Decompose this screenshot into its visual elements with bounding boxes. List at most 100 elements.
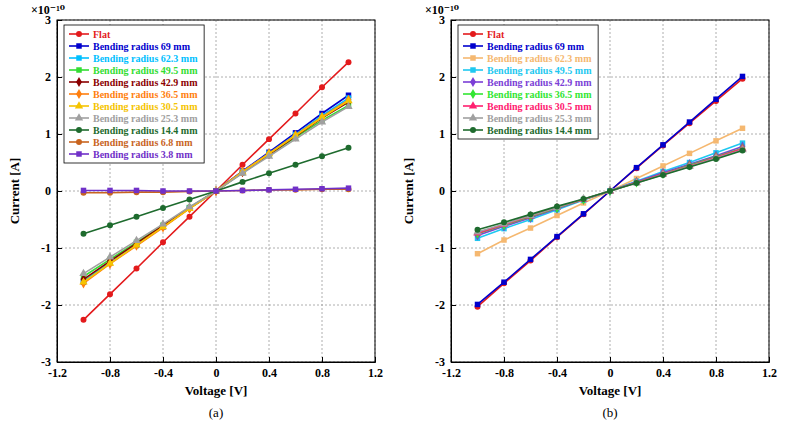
series-line — [478, 150, 743, 232]
data-point — [160, 239, 166, 245]
series-line — [478, 151, 743, 230]
legend-entry: Bending radius 6.8 mm — [69, 137, 193, 148]
legend-symbol — [469, 101, 477, 108]
y-axis: -3-2-10123 — [435, 13, 456, 369]
legend-symbol — [470, 31, 476, 37]
series-line — [478, 147, 743, 236]
data-point — [579, 195, 587, 202]
data-point — [475, 251, 480, 256]
tick-label: 0.8 — [709, 366, 724, 380]
data-point — [213, 188, 219, 194]
legend-entry: Bending radius 42.9 mm — [69, 77, 198, 88]
legend-entry: Bending radius 42.9 mm — [463, 77, 592, 88]
tick-mark — [557, 357, 558, 362]
plot-background — [57, 20, 375, 362]
plot-frame — [451, 20, 769, 362]
data-point — [293, 110, 299, 116]
series — [473, 145, 746, 234]
data-point — [740, 126, 745, 131]
tick-label: 0 — [45, 184, 51, 198]
tick-mark — [451, 191, 456, 192]
tick-mark — [610, 357, 611, 362]
data-point — [526, 211, 534, 218]
data-point — [528, 257, 533, 262]
series — [81, 145, 352, 237]
series — [475, 148, 746, 233]
tick-mark — [322, 357, 323, 362]
data-point — [553, 203, 561, 210]
data-point — [240, 179, 246, 185]
tick-label: 0 — [214, 366, 220, 380]
data — [473, 74, 746, 310]
data-point — [187, 197, 193, 203]
data-point — [346, 185, 351, 190]
data-point — [634, 180, 640, 186]
legend-symbol — [470, 127, 476, 133]
series-line — [84, 100, 349, 284]
legend-entry: Bending radius 36.5 mm — [69, 89, 198, 100]
legend-label: Bending radius 49.5 mm — [93, 65, 198, 76]
series — [475, 76, 746, 310]
tick-mark — [451, 305, 456, 306]
legend-label: Bending radius 25.3 mm — [93, 113, 198, 124]
y-axis-title: Current [A] — [401, 158, 416, 225]
data-point — [319, 153, 325, 159]
legend-entry: Flat — [69, 29, 111, 40]
legend-label: Bending radius 25.3 mm — [487, 113, 592, 124]
legend-symbol — [76, 43, 81, 48]
legend: FlatBending radius 69 mmBending radius 6… — [458, 25, 598, 139]
legend-entry: Bending radius 25.3 mm — [463, 113, 592, 124]
legend-label: Bending radius 36.5 mm — [93, 89, 198, 100]
legend-symbol — [76, 127, 82, 133]
data-point — [344, 102, 352, 109]
grid — [451, 20, 769, 362]
legend-entry: Bending radius 49.5 mm — [463, 65, 592, 76]
tick: -1 — [41, 241, 62, 255]
data-point — [213, 188, 219, 194]
legend-symbol — [76, 67, 81, 72]
legend-label: Bending radius 3.8 mm — [93, 149, 193, 160]
tick-label: -0.4 — [154, 366, 173, 380]
data-point — [318, 117, 326, 124]
tick: 0.8 — [709, 357, 724, 380]
tick-mark — [57, 191, 62, 192]
tick-label: 0 — [439, 184, 445, 198]
x-axis-title: Voltage [V] — [579, 383, 642, 398]
data-point — [687, 164, 693, 170]
data-point — [634, 165, 640, 171]
data-point — [160, 189, 166, 195]
legend-entry: Bending radius 62.3 mm — [69, 53, 198, 64]
legend-entry: Bending radius 36.5 mm — [463, 89, 592, 100]
series — [475, 143, 746, 239]
x-axis: -1.2-0.8-0.400.40.81.2 — [442, 357, 777, 380]
tick-label: 0.4 — [262, 366, 277, 380]
data-point — [240, 187, 246, 193]
legend-label: Bending radius 14.4 mm — [93, 125, 198, 136]
data-point — [213, 188, 219, 194]
data-point — [501, 237, 506, 242]
tick-label: -0.4 — [548, 366, 567, 380]
tick-mark — [451, 248, 456, 249]
data-point — [213, 188, 218, 193]
legend-label: Bending radius 42.9 mm — [93, 77, 198, 88]
legend-entry: Bending radius 3.8 mm — [69, 149, 193, 160]
tick-label: -1 — [435, 241, 445, 255]
series-line — [478, 148, 743, 234]
data-point — [106, 252, 114, 259]
series — [475, 140, 745, 241]
series-line — [84, 107, 349, 274]
legend-entry: Bending radius 49.5 mm — [69, 65, 198, 76]
data-point — [346, 186, 352, 192]
plot-background — [451, 20, 769, 362]
data-point — [607, 188, 613, 194]
legend-label: Bending radius 6.8 mm — [93, 137, 193, 148]
series — [81, 97, 352, 284]
axis-multiplier: ×10⁻¹⁰ — [31, 3, 65, 17]
data-point — [213, 188, 218, 193]
legend-entry: Bending radius 69 mm — [463, 41, 585, 52]
tick-mark — [663, 357, 664, 362]
data-point — [528, 211, 534, 217]
tick-label: 2 — [439, 70, 445, 84]
series-line — [84, 101, 349, 282]
series-line — [84, 102, 349, 279]
